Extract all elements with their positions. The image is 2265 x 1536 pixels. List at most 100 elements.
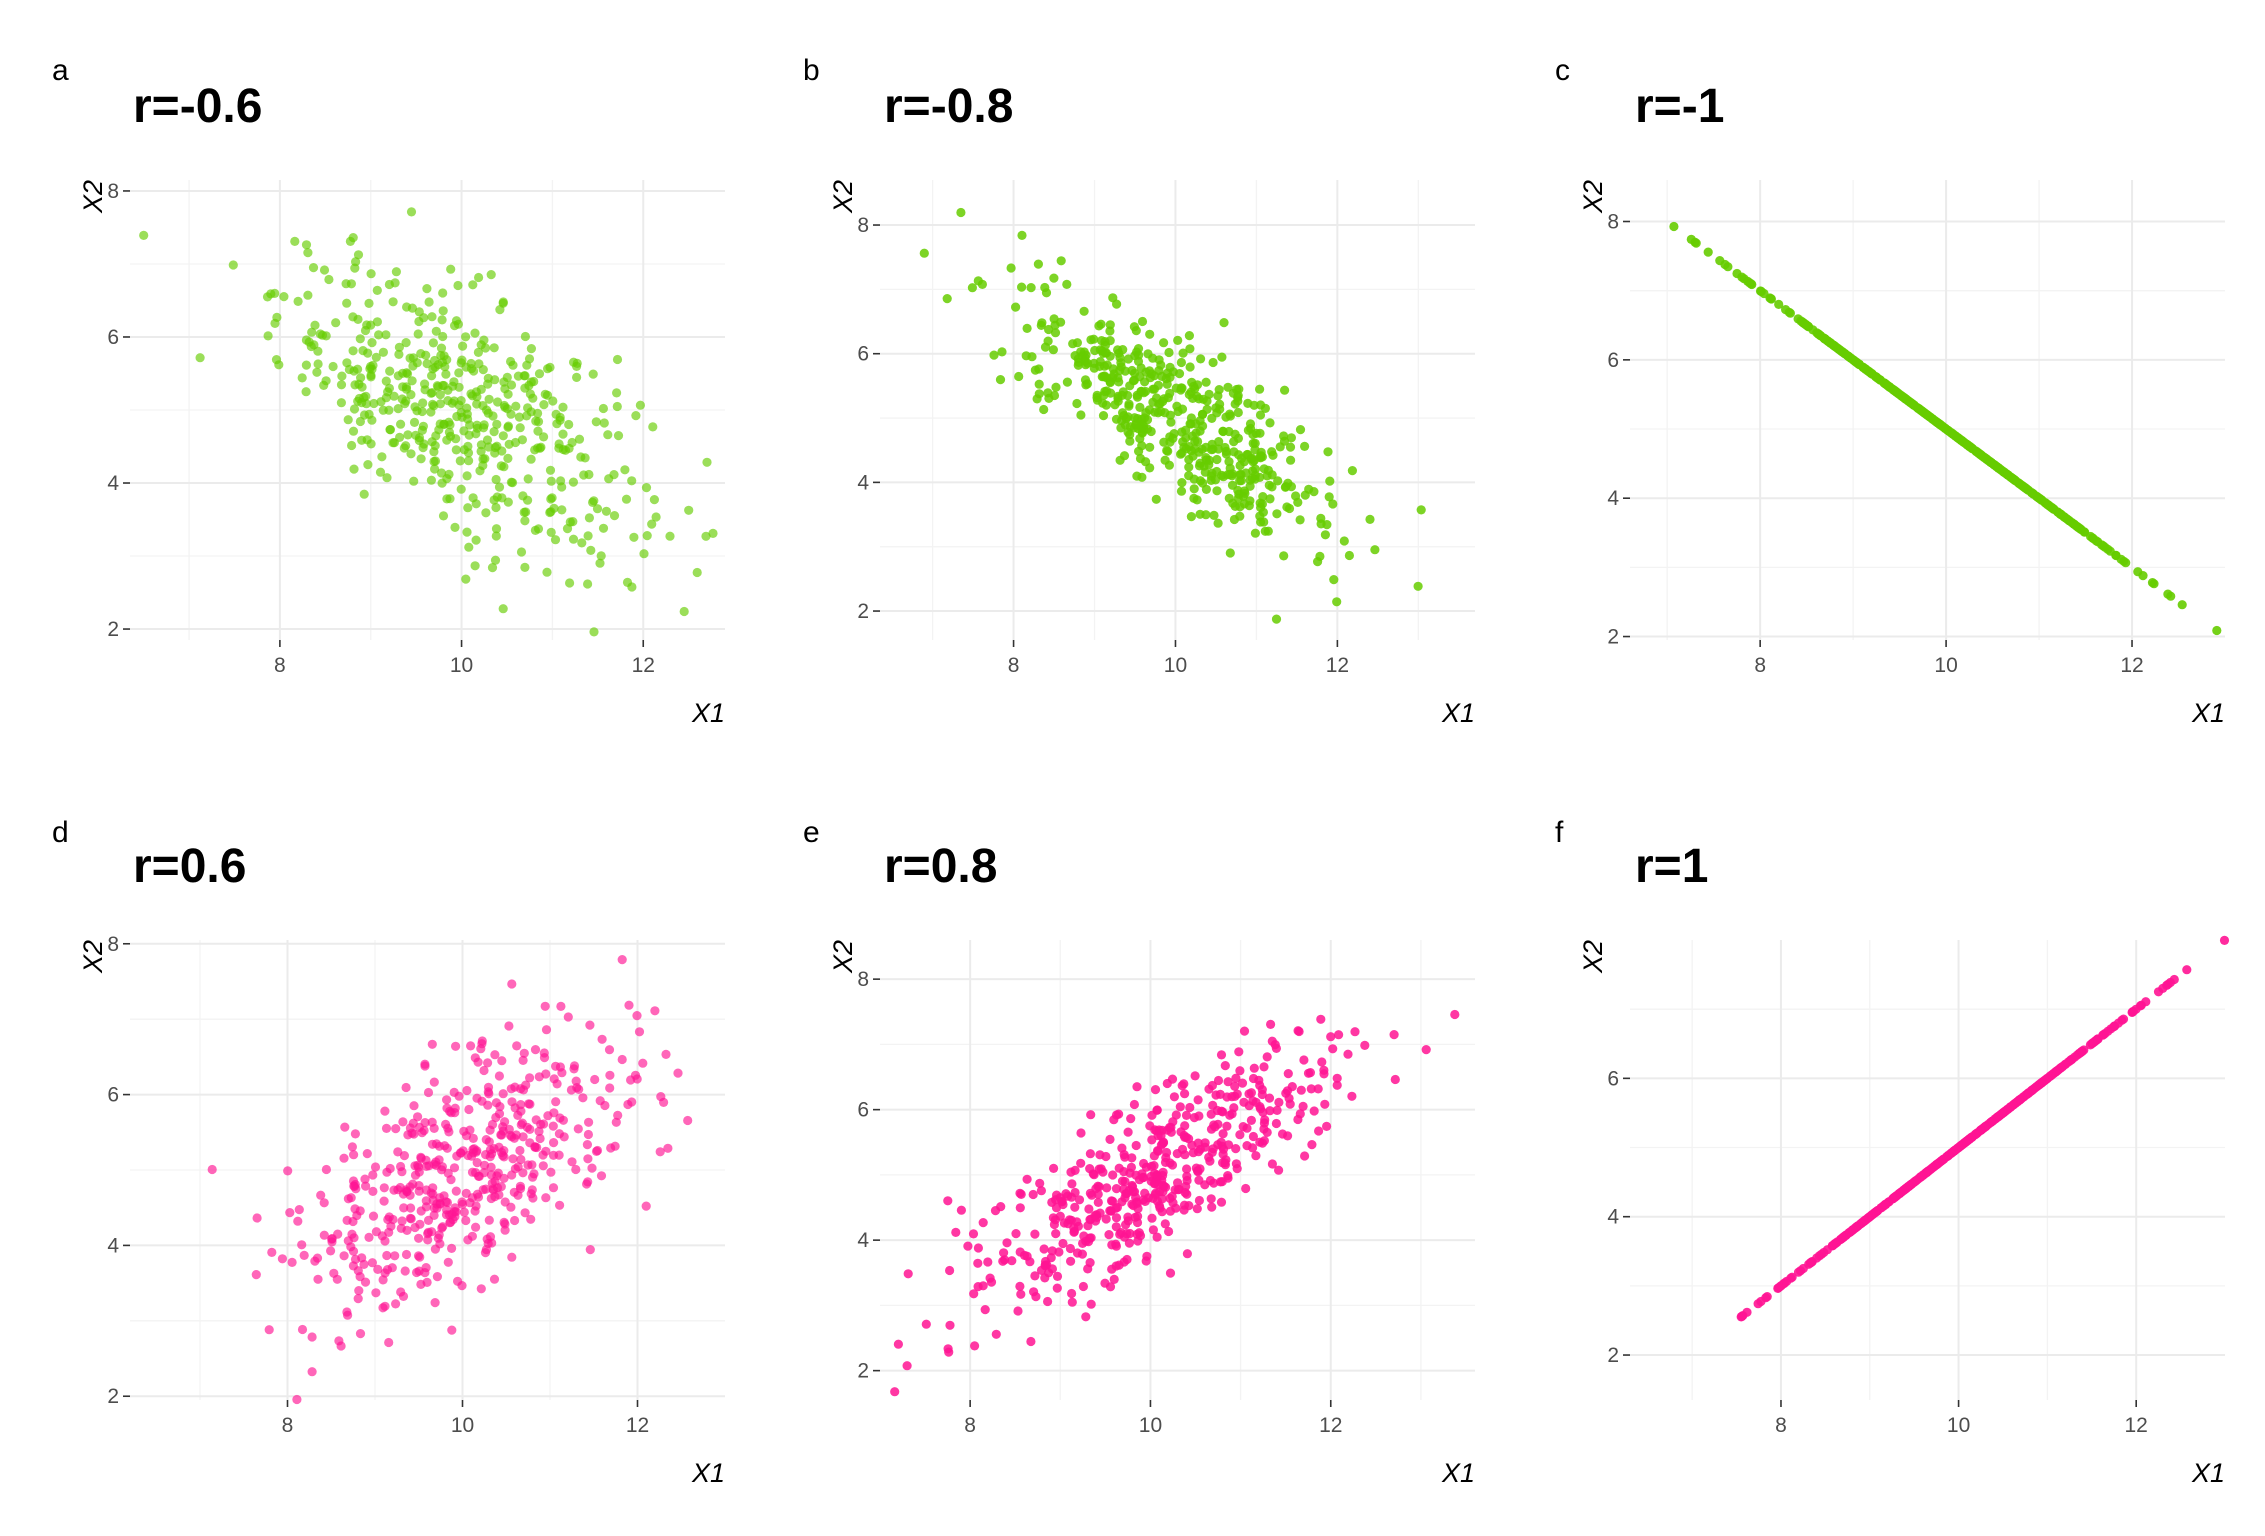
scatter-point [1166,1122,1176,1132]
scatter-point [464,430,474,440]
scatter-point [577,538,587,548]
scatter-point [484,442,494,452]
y-tick-label: 8 [107,933,119,956]
scatter-point [1150,1085,1161,1095]
scatter-point [539,1053,550,1063]
scatter-point [349,404,360,414]
scatter-point [1801,320,1811,330]
scatter-point [426,407,436,417]
scatter-point [485,1125,495,1135]
scatter-point [585,1245,595,1255]
scatter-point [1917,1171,1927,1181]
scatter-point [498,297,508,307]
scatter-point [1281,1088,1291,1098]
scatter-point [1123,354,1133,364]
scatter-point [1090,1211,1100,1221]
scatter-point [536,1119,546,1129]
scatter-point [1066,1256,1076,1266]
scatter-point [1125,381,1135,391]
x-tick-label: 12 [632,654,655,677]
scatter-point [549,1138,559,1148]
y-tick-label: 2 [1607,1344,1619,1367]
scatter-point [371,352,381,362]
scatter-point [1255,472,1265,482]
scatter-point [494,482,505,492]
scatter-point [463,503,473,513]
scatter-point [297,373,307,383]
scatter-point [379,1183,389,1193]
scatter-point [1250,528,1260,538]
scatter-point [1322,1121,1332,1131]
scatter-point [1039,404,1049,415]
scatter-point [1209,510,1219,520]
scatter-point [484,1089,494,1099]
scatter-point [422,359,432,369]
scatter-point [523,474,533,484]
scatter-point [416,454,426,464]
scatter-point [507,1252,517,1262]
scatter-point [1017,282,1027,292]
scatter-point [481,508,491,518]
scatter-point [449,1087,459,1097]
scatter-point [1051,1229,1061,1239]
scatter-point [1076,1158,1086,1168]
scatter-point [1274,1165,1284,1175]
scatter-point [1296,1085,1306,1095]
scatter-point [301,387,311,397]
scatter-point [541,1146,551,1156]
scatter-point [1130,1212,1140,1222]
scatter-point [973,1243,984,1253]
scatter-point [251,1270,261,1280]
scatter-point [1027,352,1037,362]
scatter-point [659,1097,669,1107]
scatter-point [1133,414,1143,424]
scatter-point [414,1233,424,1243]
scatter-point [649,495,660,505]
scatter-point [1067,1297,1077,1307]
scatter-point [427,1139,438,1149]
scatter-point [1249,400,1259,410]
scatter-point [430,456,441,466]
scatter-point [1195,1144,1205,1154]
scatter-point [2038,1077,2048,1087]
scatter-point [487,1149,497,1159]
scatter-point [1171,1203,1181,1213]
scatter-point [401,441,411,451]
scatter-point [349,1150,359,1160]
scatter-point [520,562,530,573]
x-tick-label: 12 [2125,1414,2148,1437]
scatter-point [520,1208,530,1218]
y-tick-label: 2 [857,1360,869,1383]
y-tick-label: 4 [1607,1206,1619,1229]
scatter-point [1039,1244,1049,1254]
scatter-point [397,1216,407,1226]
x-axis-label: X1 [691,1458,725,1488]
scatter-point [1159,338,1169,348]
y-tick-label: 6 [1607,1067,1619,1090]
scatter-point [2028,1084,2038,1095]
scatter-point [396,419,406,429]
scatter-point [1026,283,1036,293]
scatter-point [446,1175,456,1185]
scatter-point [441,1119,451,1129]
scatter-point [391,1299,401,1309]
x-axis-label: X1 [691,698,725,728]
scatter-point [464,456,474,466]
scatter-point [506,356,516,367]
scatter-point [2182,965,2192,975]
scatter-point [346,1193,356,1203]
scatter-point [1077,1249,1087,1259]
scatter-point [1240,488,1250,498]
scatter-point [412,1267,422,1278]
scatter-point [1239,1097,1249,1107]
scatter-point [1156,406,1166,416]
scatter-point [363,460,373,470]
scatter-point [516,547,527,557]
scatter-point [1324,492,1334,502]
scatter-point [1890,1192,1900,1202]
scatter-point [539,432,549,442]
scatter-point [396,1161,406,1172]
scatter-point [1306,1084,1316,1094]
scatter-point [401,396,411,406]
scatter-point [1137,316,1148,327]
